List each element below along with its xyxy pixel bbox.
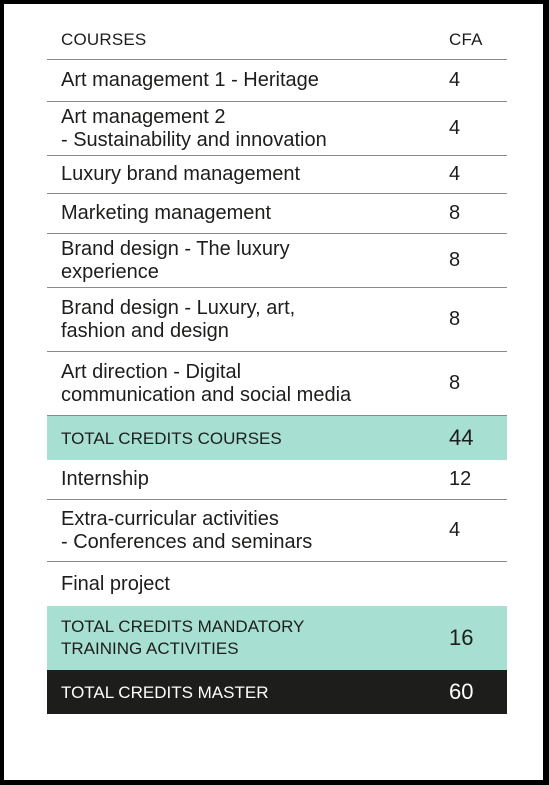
course-name: Art direction - Digital communication and… [61, 360, 352, 406]
table-row: Final project [47, 562, 507, 606]
total-courses-row: TOTAL CREDITS COURSES 44 [47, 416, 507, 460]
table-header: COURSES CFA [47, 20, 507, 60]
course-cfa: 8 [449, 249, 461, 271]
credits-table: COURSES CFA Art management 1 - Heritage … [47, 20, 507, 714]
course-cfa: 4 [449, 163, 461, 185]
total-courses-cfa: 44 [449, 425, 474, 450]
table-row: Extra-curricular activities - Conferences… [47, 500, 507, 562]
table-row: Luxury brand management 4 [47, 156, 507, 194]
header-cfa: CFA [449, 29, 483, 49]
course-name: Brand design - The luxury experience [61, 237, 290, 283]
document-page: COURSES CFA Art management 1 - Heritage … [4, 4, 543, 780]
table-row: Art management 1 - Heritage 4 [47, 60, 507, 102]
course-cfa: 4 [449, 117, 461, 139]
total-master-label: TOTAL CREDITS MASTER [61, 682, 269, 702]
table-row: Brand design - Luxury, art, fashion and d… [47, 288, 507, 352]
activity-name: Extra-curricular activities - Conferences… [61, 507, 313, 553]
course-name: Marketing management [61, 202, 272, 224]
course-name: Luxury brand management [61, 163, 301, 185]
total-mandatory-row: TOTAL CREDITS MANDATORY TRAINING ACTIVITI… [47, 606, 507, 670]
activity-cfa: 12 [449, 468, 472, 490]
course-name: Brand design - Luxury, art, fashion and d… [61, 296, 296, 342]
table-row: Art direction - Digital communication and… [47, 352, 507, 416]
total-courses-label: TOTAL CREDITS COURSES [61, 428, 282, 448]
total-mandatory-label: TOTAL CREDITS MANDATORY TRAINING ACTIVITI… [61, 617, 305, 658]
table-row: Internship 12 [47, 460, 507, 500]
course-cfa: 8 [449, 202, 461, 224]
total-master-cfa: 60 [449, 679, 474, 704]
course-name: Art management 2- Sustainability and inn… [61, 105, 327, 151]
activity-name: Final project [61, 572, 170, 595]
table-row: Art management 2- Sustainability and inn… [47, 102, 507, 156]
table-row: Brand design - The luxury experience 8 [47, 234, 507, 288]
course-cfa: 4 [449, 69, 461, 91]
course-cfa: 8 [449, 308, 461, 330]
activity-cfa: 4 [449, 519, 461, 541]
header-courses: COURSES [61, 30, 147, 49]
total-master-row: TOTAL CREDITS MASTER 60 [47, 670, 507, 714]
table-row: Marketing management 8 [47, 194, 507, 234]
activity-name: Internship [61, 468, 149, 490]
total-mandatory-cfa: 16 [449, 625, 474, 650]
course-cfa: 8 [449, 372, 461, 394]
course-name: Art management 1 - Heritage [61, 69, 319, 91]
